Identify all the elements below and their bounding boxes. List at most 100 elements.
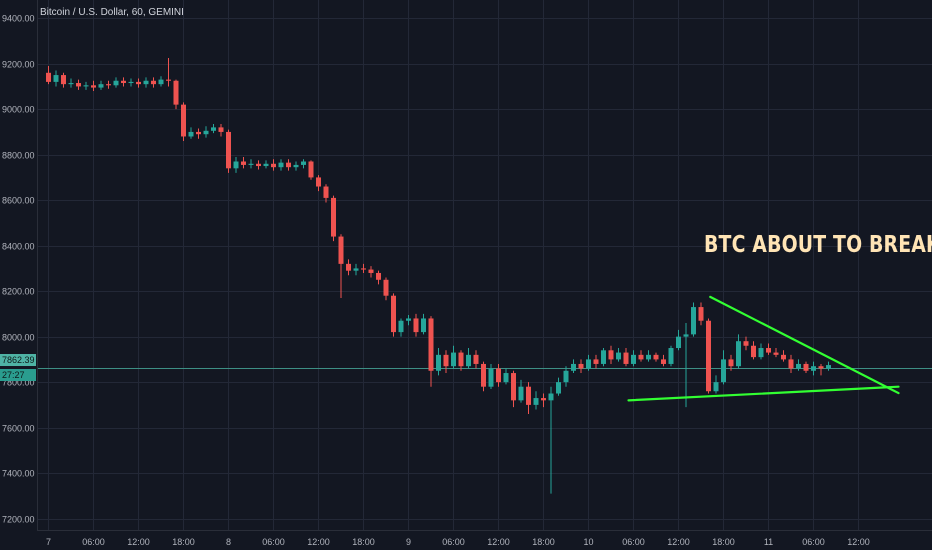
candle-body [181, 104, 186, 137]
candle-body [593, 359, 599, 364]
x-tick-label: 06:00 [262, 537, 285, 547]
candle-body [421, 318, 426, 333]
candles [46, 58, 831, 494]
candle-body [698, 307, 704, 321]
x-tick-label: 12:00 [847, 537, 870, 547]
candle-body [541, 398, 546, 401]
candle-body [233, 161, 239, 169]
candle-body [661, 359, 666, 364]
candle-body [428, 318, 434, 371]
candle-body [331, 197, 336, 237]
chart-title: Bitcoin / U.S. Dollar, 60, GEMINI [40, 7, 184, 18]
y-tick-label: 7600.00 [2, 424, 35, 434]
candle-body [316, 177, 321, 187]
candle-body [631, 354, 636, 364]
y-tick-label: 9400.00 [2, 14, 35, 24]
candle-body [113, 80, 119, 86]
candle-body [338, 236, 344, 264]
candle-body [638, 354, 644, 360]
candle-body [826, 365, 831, 369]
x-tick-label: 12:00 [487, 537, 510, 547]
candle-body [511, 373, 516, 401]
candle-body [616, 352, 621, 360]
candle-body [383, 279, 389, 296]
current-price-tag: 7862.39 [0, 354, 36, 366]
candle-body [751, 345, 756, 358]
candle-body [353, 268, 359, 271]
trendline [709, 295, 900, 395]
x-tick-label: 06:00 [622, 537, 645, 547]
candle-body [151, 80, 156, 85]
x-tick-label: 11 [764, 537, 773, 547]
candle-body [586, 359, 591, 369]
candle-body [128, 81, 134, 84]
x-tick-label: 12:00 [667, 537, 690, 547]
candle-body [721, 359, 726, 383]
trendline [627, 385, 900, 402]
candle-body [278, 162, 284, 168]
candle-body [728, 359, 734, 367]
candle-body [346, 263, 351, 271]
candle-body [203, 130, 209, 135]
candle-body [293, 164, 299, 168]
x-tick-label: 06:00 [82, 537, 105, 547]
x-tick-label: 06:00 [442, 537, 465, 547]
candle-body [398, 320, 404, 333]
candle-body [796, 363, 801, 369]
candle-body [601, 350, 606, 364]
candle-body [811, 366, 816, 371]
candle-body [481, 363, 486, 387]
candle-body [706, 320, 711, 392]
y-tick-label: 8000.00 [2, 333, 35, 343]
x-tick-label: 7 [46, 537, 51, 547]
trendlines [627, 295, 900, 402]
candle-body [323, 186, 329, 198]
candle-body [286, 162, 291, 168]
candle-body [578, 363, 584, 369]
candle-body [563, 370, 569, 383]
candle-body [248, 163, 254, 165]
candle-body [533, 398, 539, 405]
candle-body [46, 72, 51, 82]
candle-body [781, 354, 786, 360]
candle-body [526, 386, 531, 405]
candle-body [361, 268, 366, 270]
candle-body [473, 354, 479, 364]
candle-body [736, 341, 741, 367]
candle-body [91, 85, 96, 88]
candle-body [556, 382, 561, 394]
candle-body [743, 341, 749, 346]
candle-body [61, 75, 66, 85]
candle-body [188, 131, 194, 137]
x-tick-label: 18:00 [172, 537, 195, 547]
x-tick-label: 12:00 [127, 537, 150, 547]
candle-body [83, 85, 89, 87]
candle-body [788, 359, 794, 369]
candle-body [376, 272, 381, 280]
candle-body [818, 366, 824, 369]
y-tick-label: 8800.00 [2, 151, 35, 161]
candle-body [458, 352, 464, 367]
grid [37, 0, 932, 530]
candle-body [571, 363, 576, 371]
candle-body [158, 79, 164, 85]
candle-body [451, 352, 456, 367]
candle-body [676, 336, 681, 349]
candle-body [443, 354, 449, 367]
candle-body [623, 352, 629, 364]
candle-body [391, 295, 396, 333]
candle-body [691, 307, 696, 335]
y-tick-label: 8600.00 [2, 196, 35, 206]
candle-body [368, 269, 374, 273]
x-tick-label: 9 [406, 537, 411, 547]
x-tick-label: 10 [583, 537, 593, 547]
candle-body [758, 348, 764, 358]
y-tick-label: 7800.00 [2, 378, 35, 388]
candle-body [121, 80, 126, 84]
x-tick-label: 12:00 [307, 537, 330, 547]
y-tick-label: 9200.00 [2, 60, 35, 70]
y-tick-label: 9000.00 [2, 105, 35, 115]
